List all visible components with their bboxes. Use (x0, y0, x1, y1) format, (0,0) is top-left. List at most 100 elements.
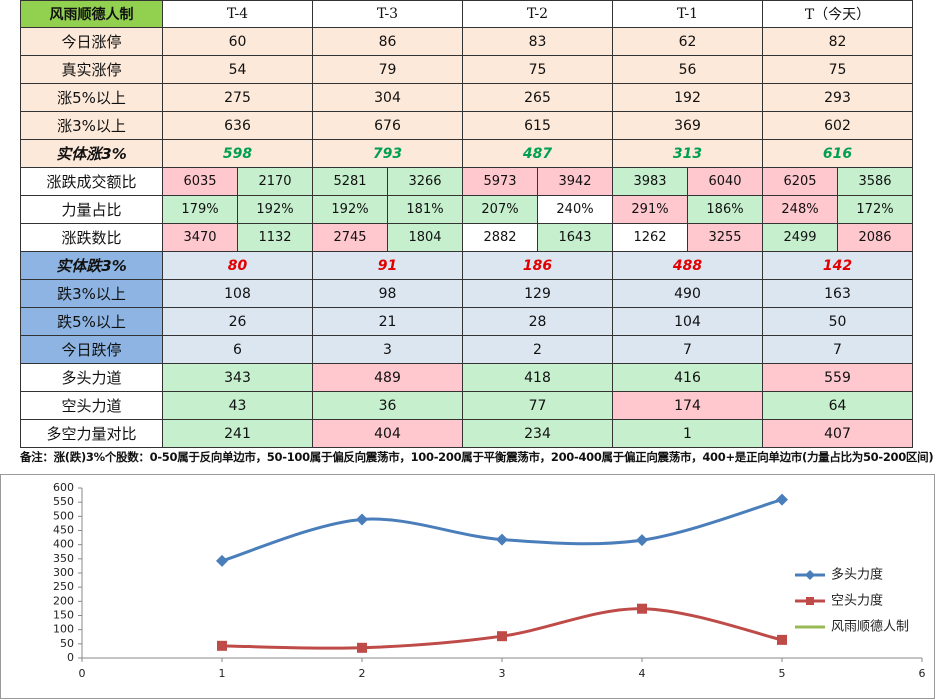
x-tick-label: 3 (499, 667, 506, 680)
value-cell: 104 (613, 308, 763, 336)
y-tick-label: 0 (67, 651, 74, 664)
value-cell: 676 (313, 112, 463, 140)
value-cell: 77 (463, 392, 613, 420)
value-cell: 60 (163, 28, 313, 56)
value-cell: 98 (313, 280, 463, 308)
value-cell: 62 (613, 28, 763, 56)
y-tick-label: 600 (53, 481, 74, 494)
value-cell: 207% (463, 196, 538, 224)
value-cell: 186% (688, 196, 763, 224)
value-cell: 54 (163, 56, 313, 84)
value-cell: 793 (313, 140, 463, 168)
value-cell: 2 (463, 336, 613, 364)
marker (357, 642, 367, 653)
value-cell: 598 (163, 140, 313, 168)
value-cell: 248% (763, 196, 838, 224)
marker (216, 554, 228, 567)
x-tick-label: 0 (79, 667, 86, 680)
legend-label: 多头力度 (831, 567, 883, 583)
column-header: T-2 (463, 0, 613, 28)
value-cell: 343 (163, 364, 313, 392)
row-label: 涨跌数比 (20, 224, 163, 252)
value-cell: 234 (463, 420, 613, 448)
value-cell: 615 (463, 112, 613, 140)
value-cell: 293 (763, 84, 913, 112)
column-header: T-1 (613, 0, 763, 28)
value-cell: 86 (313, 28, 463, 56)
value-cell: 28 (463, 308, 613, 336)
value-cell: 7 (763, 336, 913, 364)
value-cell: 559 (763, 364, 913, 392)
marker (637, 603, 647, 614)
value-cell: 3586 (838, 168, 913, 196)
value-cell: 75 (463, 56, 613, 84)
marker (217, 640, 227, 651)
x-tick-label: 4 (639, 667, 646, 680)
value-cell: 80 (163, 252, 313, 280)
row-label: 多头力道 (20, 364, 163, 392)
marker (496, 533, 508, 546)
value-cell: 3 (313, 336, 463, 364)
value-cell: 275 (163, 84, 313, 112)
value-cell: 91 (313, 252, 463, 280)
value-cell: 36 (313, 392, 463, 420)
value-cell: 2499 (763, 224, 838, 252)
row-label: 多空力量对比 (20, 420, 163, 448)
value-cell: 181% (388, 196, 463, 224)
y-tick-label: 350 (53, 552, 74, 565)
value-cell: 7 (613, 336, 763, 364)
value-cell: 304 (313, 84, 463, 112)
legend-label: 空头力度 (831, 593, 883, 609)
value-cell: 404 (313, 420, 463, 448)
value-cell: 407 (763, 420, 913, 448)
value-cell: 291% (613, 196, 688, 224)
value-cell: 616 (763, 140, 913, 168)
marker (497, 631, 507, 642)
value-cell: 82 (763, 28, 913, 56)
y-tick-label: 200 (53, 594, 74, 607)
value-cell: 1643 (538, 224, 613, 252)
legend-label: 风雨顺德人制 (831, 620, 909, 635)
x-tick-label: 5 (779, 667, 786, 680)
y-tick-label: 550 (53, 495, 74, 508)
value-cell: 6 (163, 336, 313, 364)
value-cell: 313 (613, 140, 763, 168)
value-cell: 129 (463, 280, 613, 308)
value-cell: 2086 (838, 224, 913, 252)
marker (356, 513, 368, 526)
value-cell: 489 (313, 364, 463, 392)
row-label: 跌5%以上 (20, 308, 163, 336)
value-cell: 3942 (538, 168, 613, 196)
value-cell: 1804 (388, 224, 463, 252)
value-cell: 2745 (313, 224, 388, 252)
value-cell: 83 (463, 28, 613, 56)
row-label: 实体涨3% (20, 140, 163, 168)
row-label: 空头力道 (20, 392, 163, 420)
column-header: T-3 (313, 0, 463, 28)
value-cell: 64 (763, 392, 913, 420)
note: 备注：涨(跌)3%个股数：0-50属于反向单边市，50-100属于偏反向震荡市，… (20, 450, 934, 464)
x-tick-label: 1 (219, 667, 226, 680)
legend-marker (806, 597, 814, 605)
value-cell: 26 (163, 308, 313, 336)
value-cell: 43 (163, 392, 313, 420)
value-cell: 6040 (688, 168, 763, 196)
value-cell: 2170 (238, 168, 313, 196)
value-cell: 602 (763, 112, 913, 140)
value-cell: 369 (613, 112, 763, 140)
value-cell: 418 (463, 364, 613, 392)
value-cell: 240% (538, 196, 613, 224)
value-cell: 163 (763, 280, 913, 308)
y-tick-label: 100 (53, 623, 74, 636)
value-cell: 56 (613, 56, 763, 84)
value-cell: 142 (763, 252, 913, 280)
row-label: 涨跌成交额比 (20, 168, 163, 196)
value-cell: 3255 (688, 224, 763, 252)
value-cell: 1132 (238, 224, 313, 252)
chart-frame (0, 474, 935, 699)
value-cell: 3266 (388, 168, 463, 196)
value-cell: 3470 (163, 224, 238, 252)
value-cell: 488 (613, 252, 763, 280)
value-cell: 5973 (463, 168, 538, 196)
value-cell: 1262 (613, 224, 688, 252)
